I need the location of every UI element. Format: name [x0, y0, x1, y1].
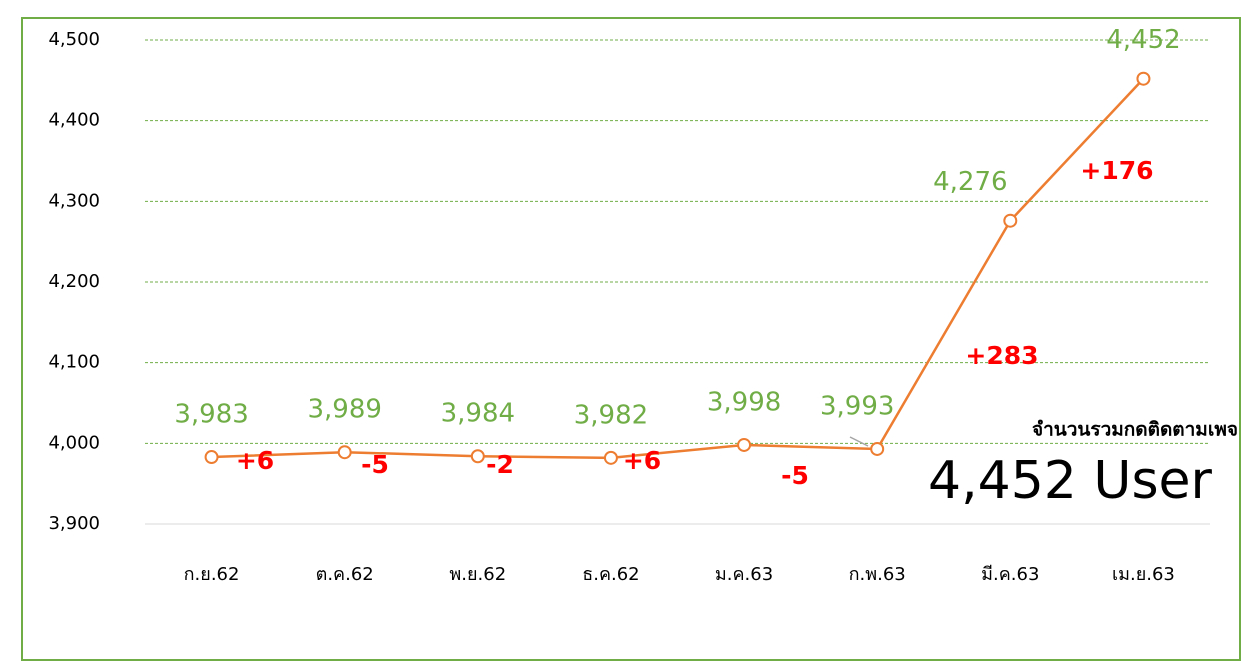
change-annotation: -2	[486, 450, 514, 479]
data-point	[1136, 71, 1151, 86]
data-point	[1003, 213, 1018, 228]
x-tick-label: ก.ย.62	[184, 564, 240, 585]
change-annotation: +6	[236, 446, 274, 475]
data-label: 4,276	[933, 167, 1007, 197]
change-annotation: +176	[1080, 156, 1153, 185]
data-point	[337, 445, 352, 460]
y-tick-label: 3,900	[48, 513, 100, 534]
data-point	[204, 450, 219, 465]
x-tick-label: ม.ค.63	[715, 564, 773, 585]
series-line	[211, 77, 1145, 460]
data-label: 3,998	[707, 387, 781, 417]
data-point	[870, 441, 885, 456]
data-point	[470, 449, 485, 464]
callout-text: 4,452 User	[928, 451, 1213, 511]
callout-title: จำนวนรวมกดติดตามเพจ	[1032, 419, 1238, 441]
x-tick-label: เม.ย.63	[1112, 564, 1175, 585]
x-tick-label: มี.ค.63	[981, 564, 1039, 585]
x-tick-label: ธ.ค.62	[582, 564, 639, 585]
x-tick-label: ต.ค.62	[316, 564, 374, 585]
data-label: 3,989	[307, 395, 381, 425]
data-label: 4,452	[1106, 25, 1180, 55]
y-tick-label: 4,400	[48, 110, 100, 131]
change-annotation: +283	[965, 341, 1038, 370]
chart-border	[21, 17, 1241, 661]
y-tick-label: 4,000	[48, 432, 100, 453]
data-label: 3,984	[441, 399, 515, 429]
data-label: 3,982	[574, 400, 648, 430]
y-tick-label: 4,100	[48, 352, 100, 373]
data-label: 3,983	[174, 400, 248, 430]
callout-leader	[849, 436, 869, 447]
data-label: 3,993	[820, 391, 894, 421]
y-tick-label: 4,300	[48, 190, 100, 211]
data-point	[737, 437, 752, 452]
y-tick-label: 4,200	[48, 271, 100, 292]
x-tick-label: พ.ย.62	[449, 564, 506, 585]
x-tick-label: ก.พ.63	[849, 564, 906, 585]
change-annotation: -5	[781, 461, 809, 490]
change-annotation: +6	[623, 446, 661, 475]
data-point	[603, 450, 618, 465]
y-tick-label: 4,500	[48, 29, 100, 50]
change-annotation: -5	[361, 450, 389, 479]
